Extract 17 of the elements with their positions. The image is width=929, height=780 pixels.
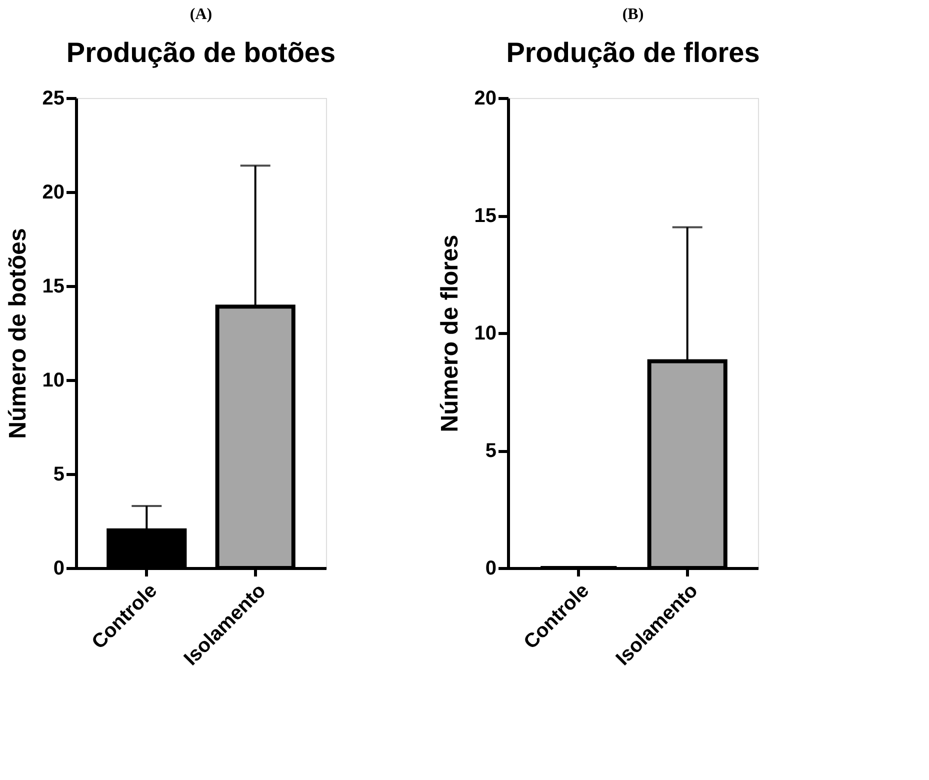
y-tick-label: 20	[474, 88, 496, 110]
y-tick-label: 5	[53, 464, 64, 486]
y-tick-label: 5	[485, 440, 496, 462]
y-tick-label: 10	[474, 322, 496, 344]
chart-title: Produção de botões	[66, 37, 336, 68]
text: (B)	[622, 6, 644, 23]
chart-title: Produção de flores	[506, 37, 760, 68]
y-axis-title: Número de botões	[4, 228, 32, 439]
y-tick-label: 0	[53, 558, 64, 580]
y-axis-title: Número de flores	[436, 234, 464, 432]
y-tick-label: 0	[485, 558, 496, 580]
text: (A)	[190, 6, 212, 23]
y-tick-label: 15	[474, 205, 496, 227]
y-tick-label: 25	[42, 88, 64, 110]
y-tick-label: 15	[42, 276, 64, 298]
y-tick-label: 20	[42, 182, 64, 204]
y-tick-label: 10	[42, 370, 64, 392]
